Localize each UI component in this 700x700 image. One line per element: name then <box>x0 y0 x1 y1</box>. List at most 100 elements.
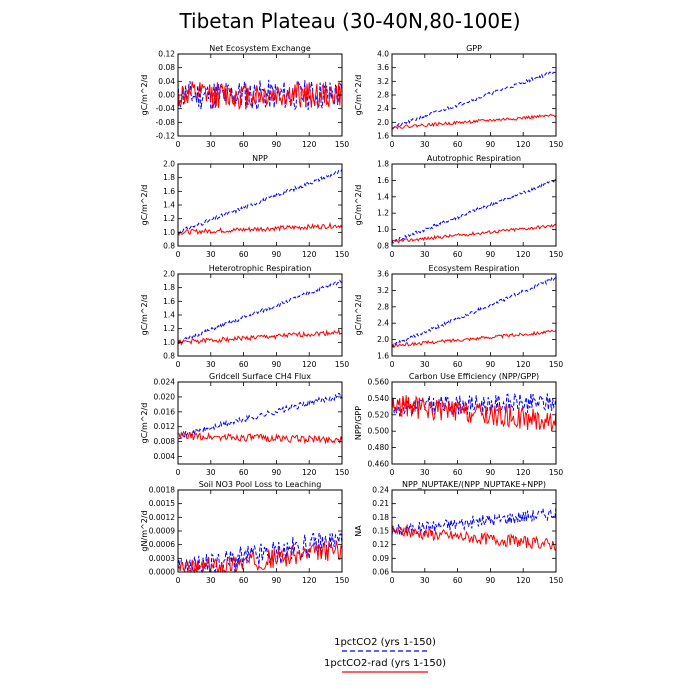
series-line-1pctco2 <box>177 532 343 574</box>
x-tick-label: 150 <box>549 140 564 149</box>
series-line-1pctco2-rad <box>391 223 557 244</box>
y-tick-label: 1.6 <box>163 187 175 196</box>
series-line-1pctco2 <box>391 178 557 245</box>
x-tick-label: 150 <box>335 360 350 369</box>
panel-heterotrophic-respiration: Heterotrophic Respiration gC/m^2/d 0 30 60 90… <box>140 264 349 369</box>
x-tick-label: 90 <box>272 576 282 585</box>
plot-frame <box>391 273 557 357</box>
x-tick-label: 60 <box>239 360 249 369</box>
series-line-1pctco2-rad <box>177 221 343 236</box>
y-tick-label: 0.560 <box>368 378 390 387</box>
x-tick-label: 90 <box>486 360 496 369</box>
x-tick-label: 60 <box>239 250 249 259</box>
y-axis-label: gC/m^2/d <box>140 185 149 226</box>
y-axis-label: gN/m^2/d <box>140 510 149 551</box>
y-tick-label: 1.2 <box>163 324 175 333</box>
y-tick-label: 0.0012 <box>149 513 175 522</box>
y-tick-label: 0.480 <box>368 443 390 452</box>
panel-title: Ecosystem Respiration <box>429 264 520 273</box>
y-tick-label: 0.004 <box>154 452 176 461</box>
y-axis-label: gC/m^2/d <box>354 75 363 116</box>
x-tick-label: 30 <box>420 360 430 369</box>
y-tick-label: 1.2 <box>377 209 389 218</box>
y-tick-label: 0.12 <box>158 50 175 59</box>
panel-ecosystem-respiration: Ecosystem Respiration gC/m^2/d 0 30 60 90 120 1… <box>354 264 563 369</box>
x-tick-label: 30 <box>206 360 216 369</box>
y-tick-label: 0.00 <box>158 91 175 100</box>
x-tick-label: 120 <box>302 140 317 149</box>
series-line-1pctco2-rad <box>177 81 343 111</box>
x-tick-label: 150 <box>335 250 350 259</box>
panel-title: Soil NO3 Pool Loss to Leaching <box>199 480 322 489</box>
y-tick-label: 2.8 <box>377 91 389 100</box>
panel-title: NPP <box>252 154 268 163</box>
x-tick-label: 30 <box>206 140 216 149</box>
series-line-1pctco2-rad <box>177 328 342 346</box>
x-tick-label: 120 <box>516 250 531 259</box>
x-tick-label: 90 <box>486 140 496 149</box>
panel-title: Gridcell Surface CH4 Flux <box>209 372 311 381</box>
panel-title: NPP_NUPTAKE/(NPP_NUPTAKE+NPP) <box>402 480 546 489</box>
y-tick-label: 1.0 <box>377 225 389 234</box>
series-line-1pctco2 <box>177 169 343 234</box>
legend-label-1pctco2-rad: 1pctCO2-rad (yrs 1-150) <box>324 658 446 669</box>
panel-npp-nuptake-npp-nuptake-npp: NPP_NUPTAKE/(NPP_NUPTAKE+NPP) NA 0 30 60 90 12… <box>354 480 563 585</box>
series-line-1pctco2 <box>391 506 557 536</box>
y-tick-label: 0.500 <box>368 427 390 436</box>
x-tick-label: 30 <box>206 468 216 477</box>
y-tick-label: 0.016 <box>154 407 176 416</box>
figure-title: Tibetan Plateau (30-40N,80-100E) <box>178 9 520 33</box>
panel-soil-no3-pool-loss-to-leaching: Soil NO3 Pool Loss to Leaching gN/m^2/d 0 3… <box>140 480 349 585</box>
y-tick-label: 2.0 <box>163 160 175 169</box>
panel-npp: NPP gC/m^2/d 0 30 60 90 120 150 0.8 1.0 1.2 1.4 1.6 1… <box>140 154 349 259</box>
plot-frame <box>391 163 557 247</box>
series-line-1pctco2 <box>391 71 557 129</box>
x-tick-label: 150 <box>335 468 350 477</box>
y-axis-label: gC/m^2/d <box>354 185 363 226</box>
legend-label-1pctco2: 1pctCO2 (yrs 1-150) <box>334 637 436 648</box>
y-tick-label: 1.8 <box>163 283 175 292</box>
x-tick-label: 120 <box>516 140 531 149</box>
y-tick-label: 1.4 <box>377 192 389 201</box>
x-tick-label: 90 <box>272 468 282 477</box>
plot-frame <box>177 381 343 465</box>
y-tick-label: 0.12 <box>372 540 389 549</box>
x-tick-label: 120 <box>302 360 317 369</box>
y-axis-label: NPP/GPP <box>354 406 363 440</box>
y-tick-label: 2.4 <box>377 319 389 328</box>
y-tick-label: 0.520 <box>368 410 390 419</box>
y-tick-label: 1.6 <box>377 352 389 361</box>
panel-gpp: GPP gC/m^2/d 0 30 60 90 120 150 1.6 2.0 2.4 2.8 3.2 3… <box>354 44 563 149</box>
x-tick-label: 150 <box>549 468 564 477</box>
plot-frame <box>391 53 557 137</box>
panel-grid: Net Ecosystem Exchange gC/m^2/d 0 30 60 90 120… <box>140 44 563 585</box>
x-tick-label: 90 <box>486 468 496 477</box>
x-tick-label: 120 <box>302 576 317 585</box>
x-tick-label: 0 <box>176 576 181 585</box>
x-tick-label: 120 <box>516 576 531 585</box>
series-line-1pctco2-rad <box>391 525 557 551</box>
x-tick-label: 30 <box>420 140 430 149</box>
panel-net-ecosystem-exchange: Net Ecosystem Exchange gC/m^2/d 0 30 60 90 120… <box>140 44 349 149</box>
panel-title: Carbon Use Efficiency (NPP/GPP) <box>409 372 539 381</box>
x-tick-label: 60 <box>453 360 463 369</box>
y-tick-label: 3.2 <box>377 77 389 86</box>
x-tick-label: 120 <box>516 468 531 477</box>
plot-frame <box>177 273 343 357</box>
y-axis-label: gC/m^2/d <box>140 75 149 116</box>
y-tick-label: 0.18 <box>372 513 389 522</box>
y-tick-label: 0.24 <box>372 486 389 495</box>
y-tick-label: 0.8 <box>163 242 175 251</box>
plot-frame <box>177 163 343 247</box>
series-line-1pctco2 <box>177 392 343 440</box>
y-tick-label: 0.21 <box>372 499 389 508</box>
y-tick-label: 3.6 <box>377 63 389 72</box>
panel-title: Autotrophic Respiration <box>427 154 521 163</box>
y-axis-label: gC/m^2/d <box>140 403 149 444</box>
x-tick-label: 0 <box>176 140 181 149</box>
y-tick-label: 1.0 <box>163 338 175 347</box>
x-tick-label: 90 <box>272 140 282 149</box>
x-tick-label: 60 <box>239 576 249 585</box>
series-line-1pctco2-rad <box>177 431 343 445</box>
y-tick-label: 2.4 <box>377 104 389 113</box>
